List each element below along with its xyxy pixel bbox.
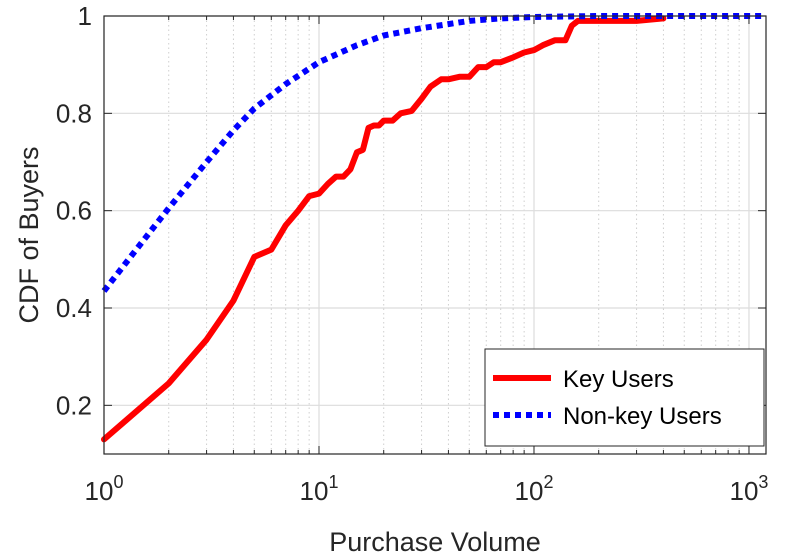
x-tick-base: 10 bbox=[730, 476, 759, 506]
y-axis-label: CDF of Buyers bbox=[14, 146, 44, 323]
x-axis-label: Purchase Volume bbox=[329, 527, 541, 557]
y-tick-label: 0.2 bbox=[56, 390, 92, 420]
legend-label-non-key-users: Non-key Users bbox=[563, 403, 722, 430]
x-tick-label: 103 bbox=[730, 472, 769, 506]
x-tick-exponent: 3 bbox=[758, 472, 768, 492]
x-tick-labels: 100 101 102 103 bbox=[85, 472, 769, 506]
x-tick-label: 101 bbox=[300, 472, 339, 506]
y-tick-label: 0.8 bbox=[56, 98, 92, 128]
plot-frame bbox=[103, 15, 767, 455]
legend-label-key-users: Key Users bbox=[563, 366, 674, 393]
x-tick-base: 10 bbox=[515, 476, 544, 506]
y-tick-label: 0.4 bbox=[56, 293, 92, 323]
y-tick-label: 0.6 bbox=[56, 196, 92, 226]
x-tick-exponent: 2 bbox=[543, 472, 553, 492]
x-tick-base: 10 bbox=[85, 476, 114, 506]
y-tick-label: 1 bbox=[78, 1, 92, 31]
x-tick-base: 10 bbox=[300, 476, 329, 506]
x-tick-exponent: 0 bbox=[113, 472, 123, 492]
axis-ticks bbox=[103, 15, 766, 454]
legend: Key Users Non-key Users bbox=[484, 348, 765, 447]
legend-box bbox=[484, 348, 765, 447]
x-tick-label: 100 bbox=[85, 472, 124, 506]
series-line-key-users bbox=[101, 15, 667, 443]
x-tick-label: 102 bbox=[515, 472, 554, 506]
x-tick-exponent: 1 bbox=[328, 472, 338, 492]
y-tick-labels: 0.2 0.4 0.6 0.8 1 bbox=[56, 1, 92, 420]
